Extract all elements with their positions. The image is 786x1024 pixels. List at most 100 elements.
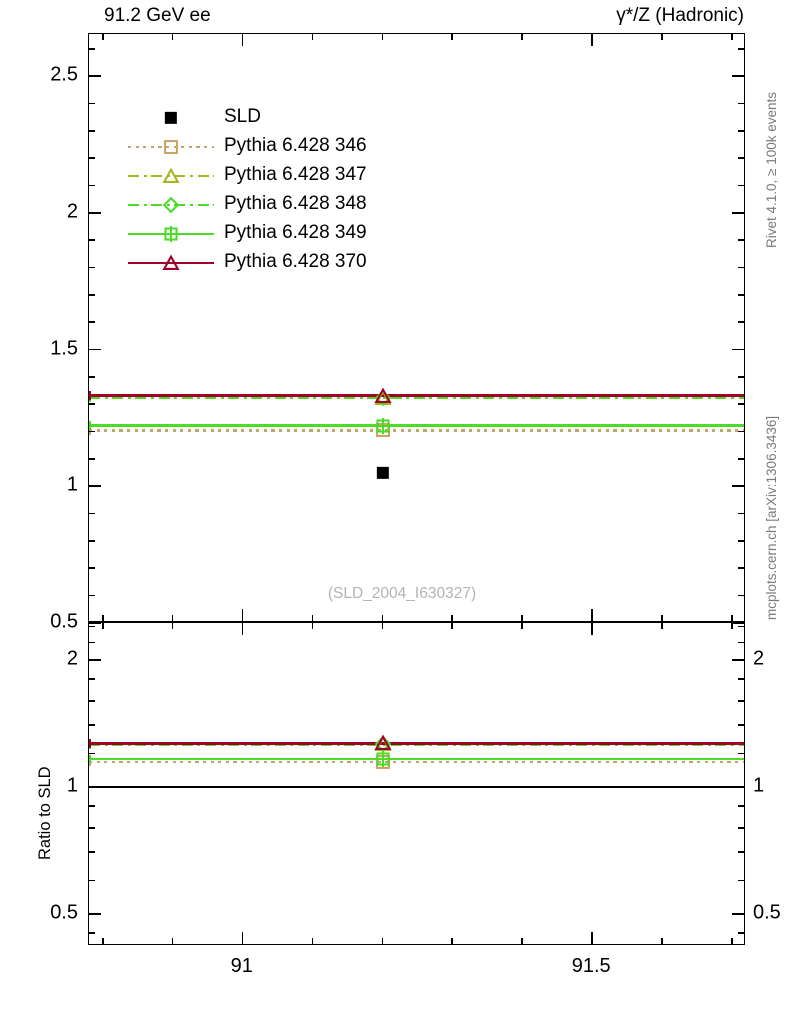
axis-tick [88, 641, 95, 644]
legend-line-segment [181, 145, 185, 149]
legend: SLD Pythia 6.428 346 Pythia 6.428 347 Pythi… [128, 104, 428, 278]
axis-tick [521, 938, 523, 945]
series-line-pythia-6-428-349 [89, 421, 744, 430]
line-segment [256, 429, 260, 432]
line-segment [339, 760, 343, 764]
line-segment [127, 760, 131, 764]
axis-tick [738, 700, 745, 702]
legend-item[interactable]: Pythia 6.428 349 [128, 220, 428, 249]
axis-tick [521, 33, 523, 40]
axis-tick [88, 826, 95, 829]
axis-tick [241, 622, 244, 635]
line-segment [89, 394, 744, 397]
y-axis-tick-label: 1.5 [50, 337, 78, 360]
axis-tick [451, 622, 454, 629]
legend-line-segment [128, 261, 214, 265]
line-segment [674, 429, 678, 432]
line-segment [355, 760, 359, 764]
axis-tick [738, 266, 745, 269]
line-segment [452, 396, 456, 399]
line-segment [622, 396, 634, 399]
line-segment [552, 760, 556, 764]
legend-line-segment [166, 145, 170, 149]
line-segment [469, 429, 473, 432]
legend-line-segment [189, 174, 194, 178]
line-segment [628, 429, 632, 432]
line-segment [719, 760, 723, 764]
legend-key [128, 220, 214, 249]
line-segment [689, 429, 693, 432]
rivet-version-caption: Rivet 4.1.0, ≥ 100k events [764, 92, 779, 248]
axis-tick [738, 932, 745, 934]
axis-tick [88, 266, 95, 269]
line-segment [241, 760, 245, 764]
line-segment [689, 760, 693, 764]
axis-tick [381, 938, 384, 945]
axis-tick [661, 33, 663, 40]
line-segment [638, 396, 642, 399]
legend-line-segment [158, 145, 162, 149]
line-segment [332, 760, 336, 764]
legend-item[interactable]: Pythia 6.428 346 [128, 133, 428, 162]
line-segment [172, 760, 176, 764]
legend-line-segment [196, 145, 200, 149]
line-segment [469, 760, 473, 764]
axis-tick [738, 403, 745, 405]
line-segment [367, 396, 379, 399]
line-segment [590, 760, 594, 764]
axis-tick [311, 938, 314, 945]
line-segment [218, 429, 222, 432]
line-segment [712, 429, 716, 432]
line-segment [727, 429, 731, 432]
line-segment [476, 429, 480, 432]
axis-tick [171, 622, 174, 629]
legend-item[interactable]: SLD [128, 104, 428, 133]
line-segment [347, 760, 351, 764]
line-segment [220, 396, 224, 399]
axis-tick [738, 239, 745, 241]
analysis-id-text: (SLD_2004_I630327) [327, 585, 477, 602]
x-axis-tick-label: 91 [230, 955, 253, 977]
legend-item[interactable]: Pythia 6.428 348 [128, 191, 428, 220]
process-label: γ*/Z (Hadronic) [616, 5, 744, 26]
x-axis-tick-label: 91.5 [571, 955, 611, 977]
series-line-pythia-6-428-346 [89, 426, 744, 435]
line-segment [332, 429, 336, 432]
line-segment [413, 396, 425, 399]
line-segment [583, 429, 587, 432]
axis-tick [88, 805, 95, 807]
line-segment [225, 760, 229, 764]
line-segment [301, 429, 305, 432]
line-segment [347, 429, 351, 432]
legend-item[interactable]: Pythia 6.428 347 [128, 162, 428, 191]
line-segment [621, 429, 625, 432]
line-segment [142, 760, 146, 764]
axis-tick [521, 615, 523, 622]
axis-tick [88, 659, 101, 661]
line-segment [180, 760, 184, 764]
axis-tick [381, 622, 384, 629]
axis-tick [241, 932, 244, 945]
line-segment [187, 429, 191, 432]
axis-tick [738, 724, 745, 727]
line-segment [225, 429, 229, 432]
axis-tick [88, 184, 95, 187]
line-segment [297, 396, 309, 399]
axis-tick [88, 879, 95, 882]
line-segment [659, 429, 663, 432]
axis-tick [88, 130, 95, 132]
legend-item[interactable]: Pythia 6.428 370 [128, 249, 428, 278]
ratio-line-pythia-6-428-370 [89, 739, 744, 748]
y-axis-tick-label: 2.5 [50, 63, 78, 86]
line-segment [135, 396, 147, 399]
line-segment [537, 429, 541, 432]
line-segment [203, 760, 207, 764]
axis-tick [738, 376, 745, 378]
line-segment [575, 429, 579, 432]
legend-line-segment [189, 203, 194, 207]
line-segment [294, 429, 298, 432]
axis-tick [88, 430, 95, 433]
ratio-axis-title: Ratio to SLD [36, 766, 54, 860]
line-segment [431, 429, 435, 432]
line-segment [674, 760, 678, 764]
